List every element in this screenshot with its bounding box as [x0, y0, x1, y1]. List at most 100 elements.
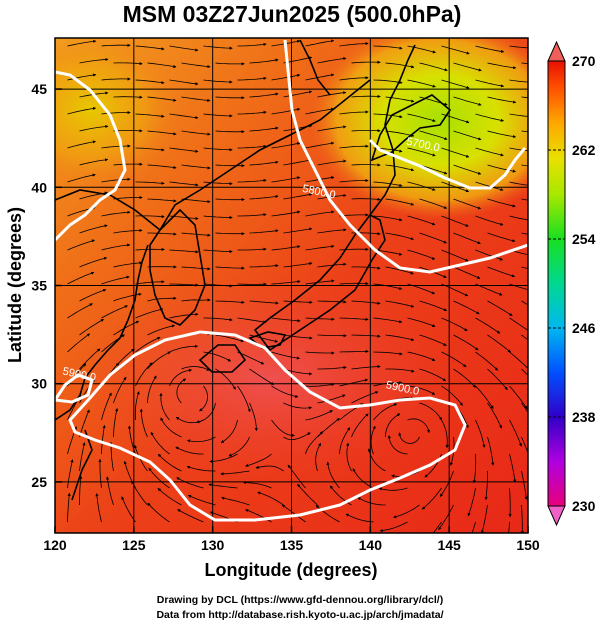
height-contours: [55, 39, 528, 522]
streamline-arrow: [480, 504, 488, 533]
streamline-arrow: [378, 487, 408, 491]
streamline-arrow: [181, 96, 211, 102]
streamline-arrow: [387, 435, 408, 455]
streamline-arrow: [373, 181, 403, 187]
streamline-arrow: [249, 402, 258, 432]
streamline-arrow: [407, 181, 436, 191]
streamline-arrow: [181, 164, 211, 170]
y-tick-label: 30: [31, 376, 47, 392]
streamline-arrow: [441, 45, 470, 55]
streamline-arrow: [521, 334, 528, 341]
x-tick-label: 150: [516, 537, 540, 553]
streamline-arrow: [472, 453, 477, 484]
streamline-arrow: [317, 334, 347, 338]
streamline-arrow: [79, 442, 86, 472]
streamline-arrow: [521, 62, 528, 64]
streamline-arrow: [135, 362, 153, 387]
streamline-arrow: [385, 413, 401, 438]
streamline-arrow: [305, 410, 333, 421]
streamline-arrow: [271, 210, 301, 217]
streamline-arrow: [509, 215, 528, 221]
streamline-arrow: [283, 368, 313, 376]
streamline-arrow: [147, 96, 177, 102]
streamline-arrow: [385, 368, 415, 373]
streamline-arrow: [441, 215, 469, 227]
streamline-arrow: [373, 403, 398, 421]
streamline-arrow: [305, 210, 335, 217]
streamline-arrow: [509, 45, 528, 49]
streamline-arrow: [181, 130, 211, 136]
streamline-arrow: [237, 385, 251, 413]
y-axis-ticks: 25 30 35 40 45: [31, 81, 62, 490]
x-tick-label: 135: [280, 537, 304, 553]
streamline-arrow: [521, 164, 528, 167]
streamline-arrow: [305, 244, 335, 251]
streamline-arrow: [215, 232, 245, 236]
streamline-arrow: [339, 281, 369, 286]
streamline-arrow: [315, 504, 340, 523]
streamline-arrow: [521, 130, 528, 133]
streamline-arrow: [339, 41, 369, 47]
streamline-arrow: [317, 394, 346, 404]
streamline-arrow: [419, 300, 448, 312]
streamline-arrow: [373, 351, 403, 356]
streamline-arrow: [453, 198, 482, 210]
streamline-arrow: [249, 194, 279, 200]
streamline-arrow: [147, 502, 170, 523]
streamline-arrow: [487, 266, 516, 278]
streamline-arrow: [147, 164, 177, 170]
x-axis-ticks: 120 125 130 135 140 145 150: [43, 526, 540, 553]
streamline-arrow: [113, 95, 143, 99]
streamline-arrow: [169, 79, 199, 86]
streamline-arrow: [215, 266, 245, 270]
streamline-arrow: [370, 425, 376, 455]
streamline-arrow: [305, 279, 335, 285]
streamline-arrow: [315, 442, 322, 472]
streamline-arrow: [147, 296, 177, 302]
streamline-arrow: [113, 261, 143, 268]
y-tick-label: 35: [31, 278, 47, 294]
streamline-arrow: [305, 107, 335, 115]
streamline-arrow: [135, 45, 165, 51]
streamline-arrow: [237, 42, 267, 47]
streamline-arrow: [79, 124, 109, 132]
streamline-arrow: [203, 79, 233, 84]
streamline-arrow: [237, 76, 267, 81]
streamline-arrow: [357, 497, 386, 506]
streamline-arrow: [305, 317, 335, 321]
streamline-arrow: [176, 378, 187, 404]
streamline-arrow: [113, 320, 140, 336]
streamline-arrow: [441, 181, 470, 193]
streamline-arrow: [419, 368, 447, 382]
colorbar-label: 270: [572, 53, 596, 69]
streamline-arrow: [317, 365, 347, 370]
streamline-arrow: [101, 43, 131, 47]
streamline-arrow: [79, 409, 90, 438]
streamline-arrow: [419, 232, 447, 244]
streamline-arrow: [385, 198, 415, 206]
streamline-arrow: [351, 266, 381, 270]
streamline-arrow: [487, 96, 517, 104]
streamline-arrow: [101, 275, 130, 285]
colorbar-label: 246: [572, 320, 596, 336]
streamline-arrow: [385, 266, 414, 275]
streamline-arrow: [475, 351, 499, 371]
streamline-arrow: [297, 483, 318, 506]
streamline-arrow: [147, 198, 177, 203]
streamline-arrow: [79, 348, 101, 370]
colorbar-label: 262: [572, 142, 596, 158]
streamline-arrow: [453, 62, 482, 72]
streamline-arrow: [453, 130, 482, 141]
streamline-arrow: [317, 91, 347, 98]
streamline-arrow: [385, 300, 415, 308]
streamline-arrow: [351, 60, 381, 64]
streamline-arrow: [441, 147, 470, 158]
streamline-arrow: [339, 349, 369, 353]
streamline-arrow: [317, 300, 347, 304]
streamline-arrow: [113, 228, 143, 234]
streamline-arrow: [339, 427, 351, 455]
streamline-arrow: [407, 45, 437, 54]
streamline-arrow: [385, 130, 415, 137]
streamline-arrow: [339, 378, 369, 387]
streamline-arrow: [187, 495, 216, 506]
